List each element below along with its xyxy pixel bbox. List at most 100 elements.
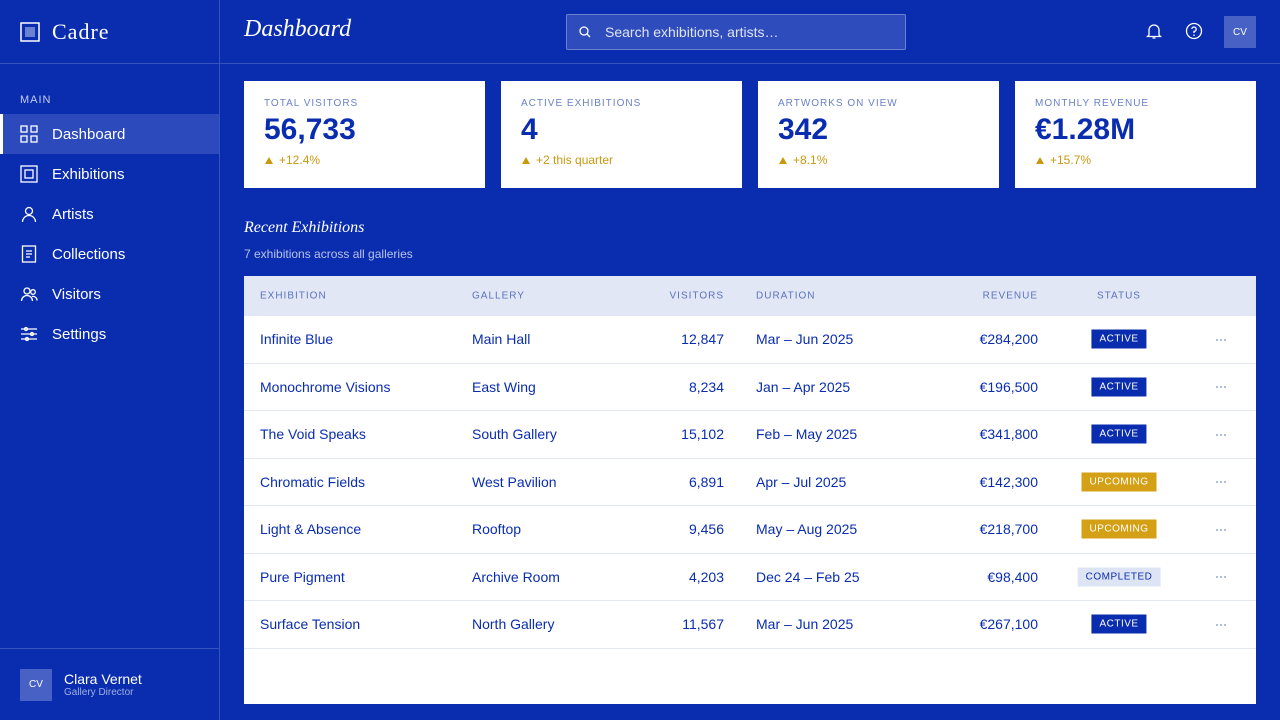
column-header: DURATION — [756, 290, 816, 302]
cell: 11,567 — [682, 616, 724, 633]
cell: €284,200 — [979, 331, 1038, 348]
nav-item[interactable]: Settings — [0, 314, 219, 354]
cell: €218,700 — [979, 521, 1038, 538]
nav-label: Artists — [52, 205, 94, 223]
stat-delta: +15.7% — [1035, 153, 1236, 167]
row-menu[interactable] — [1215, 519, 1227, 535]
nav-label: Collections — [52, 245, 126, 263]
status-badge: UPCOMING — [1081, 519, 1157, 539]
notifications[interactable] — [1146, 22, 1162, 40]
table: EXHIBITION GALLERY VISITORS DURATION REVENUE… — [244, 276, 1256, 704]
nav-section: MAIN — [20, 94, 52, 106]
nav-item[interactable]: Exhibitions — [0, 154, 219, 194]
nav-icon — [20, 287, 38, 302]
table-row[interactable]: Chromatic Fields West Pavilion 6,891 Apr – … — [244, 459, 1256, 506]
cell: The Void Speaks — [260, 426, 366, 443]
nav-item[interactable]: Dashboard — [0, 114, 219, 154]
stat-label: ARTWORKS ON VIEW — [778, 98, 898, 109]
user[interactable]: CV Clara Vernet Gallery Director — [0, 648, 219, 720]
cell: Rooftop — [472, 521, 522, 538]
stat-delta-text: +2 this quarter — [536, 153, 614, 167]
brand[interactable]: Cadre — [0, 0, 219, 64]
help[interactable] — [1185, 22, 1203, 40]
row-menu[interactable] — [1215, 471, 1227, 487]
status-badge: ACTIVE — [1091, 614, 1147, 634]
nav-label: Settings — [52, 325, 107, 343]
row-menu[interactable] — [1215, 376, 1227, 392]
nav-item[interactable]: Visitors — [0, 274, 219, 314]
row-menu[interactable] — [1215, 614, 1227, 630]
row-menu[interactable] — [1215, 566, 1227, 582]
cell: Main Hall — [472, 331, 531, 348]
user-role: Gallery Director — [64, 687, 134, 698]
up-arrow — [265, 157, 273, 164]
stat-delta: +8.1% — [778, 153, 979, 167]
sidebar: Cadre MAIN Dashboard Exhibitions Artists Co… — [0, 0, 220, 720]
nav-label: Visitors — [52, 285, 101, 303]
cell: Mar – Jun 2025 — [756, 616, 854, 633]
cell: West Pavilion — [472, 473, 557, 490]
stat-label: MONTHLY REVENUE — [1035, 98, 1150, 109]
row-menu[interactable] — [1215, 424, 1227, 440]
cell: 8,234 — [688, 378, 724, 395]
stat-card: ARTWORKS ON VIEW 342 +8.1% — [758, 81, 999, 188]
user-name: Clara Vernet — [64, 671, 142, 687]
table-row[interactable]: Infinite Blue Main Hall 12,847 Mar – Jun 20… — [244, 316, 1256, 364]
up-arrow — [779, 157, 787, 164]
topbar: Dashboard Search exhibitions, artists… C… — [220, 0, 1280, 64]
cell: Apr – Jul 2025 — [756, 473, 847, 490]
nav-item[interactable]: Artists — [0, 194, 219, 234]
cell: North Gallery — [472, 616, 555, 633]
cell: 15,102 — [681, 426, 724, 443]
cell: 9,456 — [688, 521, 724, 538]
stat-label: ACTIVE EXHIBITIONS — [521, 98, 642, 109]
cell: 12,847 — [681, 331, 724, 348]
table-row[interactable]: The Void Speaks South Gallery 15,102 Feb – … — [244, 411, 1256, 459]
table-row[interactable]: Monochrome Visions East Wing 8,234 Jan – Ap… — [244, 364, 1256, 411]
table-header: EXHIBITION GALLERY VISITORS DURATION REVENUE… — [244, 276, 1256, 316]
nav-item[interactable]: Collections — [0, 234, 219, 274]
cell: Infinite Blue — [260, 331, 334, 348]
column-header: EXHIBITION — [260, 290, 327, 302]
nav-icon — [20, 125, 38, 143]
table-row[interactable]: Surface Tension North Gallery 11,567 Mar – … — [244, 601, 1256, 649]
cell: 6,891 — [688, 473, 724, 490]
cell: Monochrome Visions — [260, 378, 391, 395]
stat-card: TOTAL VISITORS 56,733 +12.4% — [244, 81, 485, 188]
up-arrow — [1036, 157, 1044, 164]
cell: Archive Room — [472, 568, 560, 585]
cell: €142,300 — [979, 473, 1038, 490]
nav-label: Exhibitions — [52, 165, 125, 183]
status-badge: ACTIVE — [1091, 377, 1147, 397]
cell: May – Aug 2025 — [756, 521, 858, 538]
stat-value: €1.28M — [1035, 113, 1136, 146]
nav-icon — [21, 206, 37, 223]
status-badge: UPCOMING — [1081, 472, 1157, 492]
cell: €341,800 — [979, 426, 1038, 443]
row-menu[interactable] — [1215, 329, 1227, 345]
cell: Dec 24 – Feb 25 — [756, 568, 860, 585]
cell: €196,500 — [979, 378, 1038, 395]
page-title: Dashboard — [244, 16, 352, 42]
cell: South Gallery — [472, 426, 557, 443]
status-badge: ACTIVE — [1091, 424, 1147, 444]
table-row[interactable]: Pure Pigment Archive Room 4,203 Dec 24 – Fe… — [244, 554, 1256, 601]
cell: Jan – Apr 2025 — [756, 378, 851, 395]
stat-card: MONTHLY REVENUE €1.28M +15.7% — [1015, 81, 1256, 188]
table-row[interactable]: Light & Absence Rooftop 9,456 May – Aug 202… — [244, 506, 1256, 554]
search-placeholder: Search exhibitions, artists… — [605, 24, 779, 40]
brand-name: Cadre — [52, 18, 110, 44]
header-avatar[interactable]: CV — [1224, 16, 1256, 48]
stat-delta: +2 this quarter — [521, 153, 722, 167]
stat-card: ACTIVE EXHIBITIONS 4 +2 this quarter — [501, 81, 742, 188]
cell: East Wing — [472, 378, 536, 395]
cell: Surface Tension — [260, 616, 361, 633]
search[interactable]: Search exhibitions, artists… — [566, 14, 906, 50]
section-title: Recent Exhibitions — [244, 219, 365, 236]
up-arrow — [522, 157, 530, 164]
status-badge: COMPLETED — [1077, 567, 1161, 587]
nav: Dashboard Exhibitions Artists Collections Vi… — [0, 114, 219, 354]
cell: Pure Pigment — [260, 568, 345, 585]
stat-value: 342 — [778, 113, 829, 146]
